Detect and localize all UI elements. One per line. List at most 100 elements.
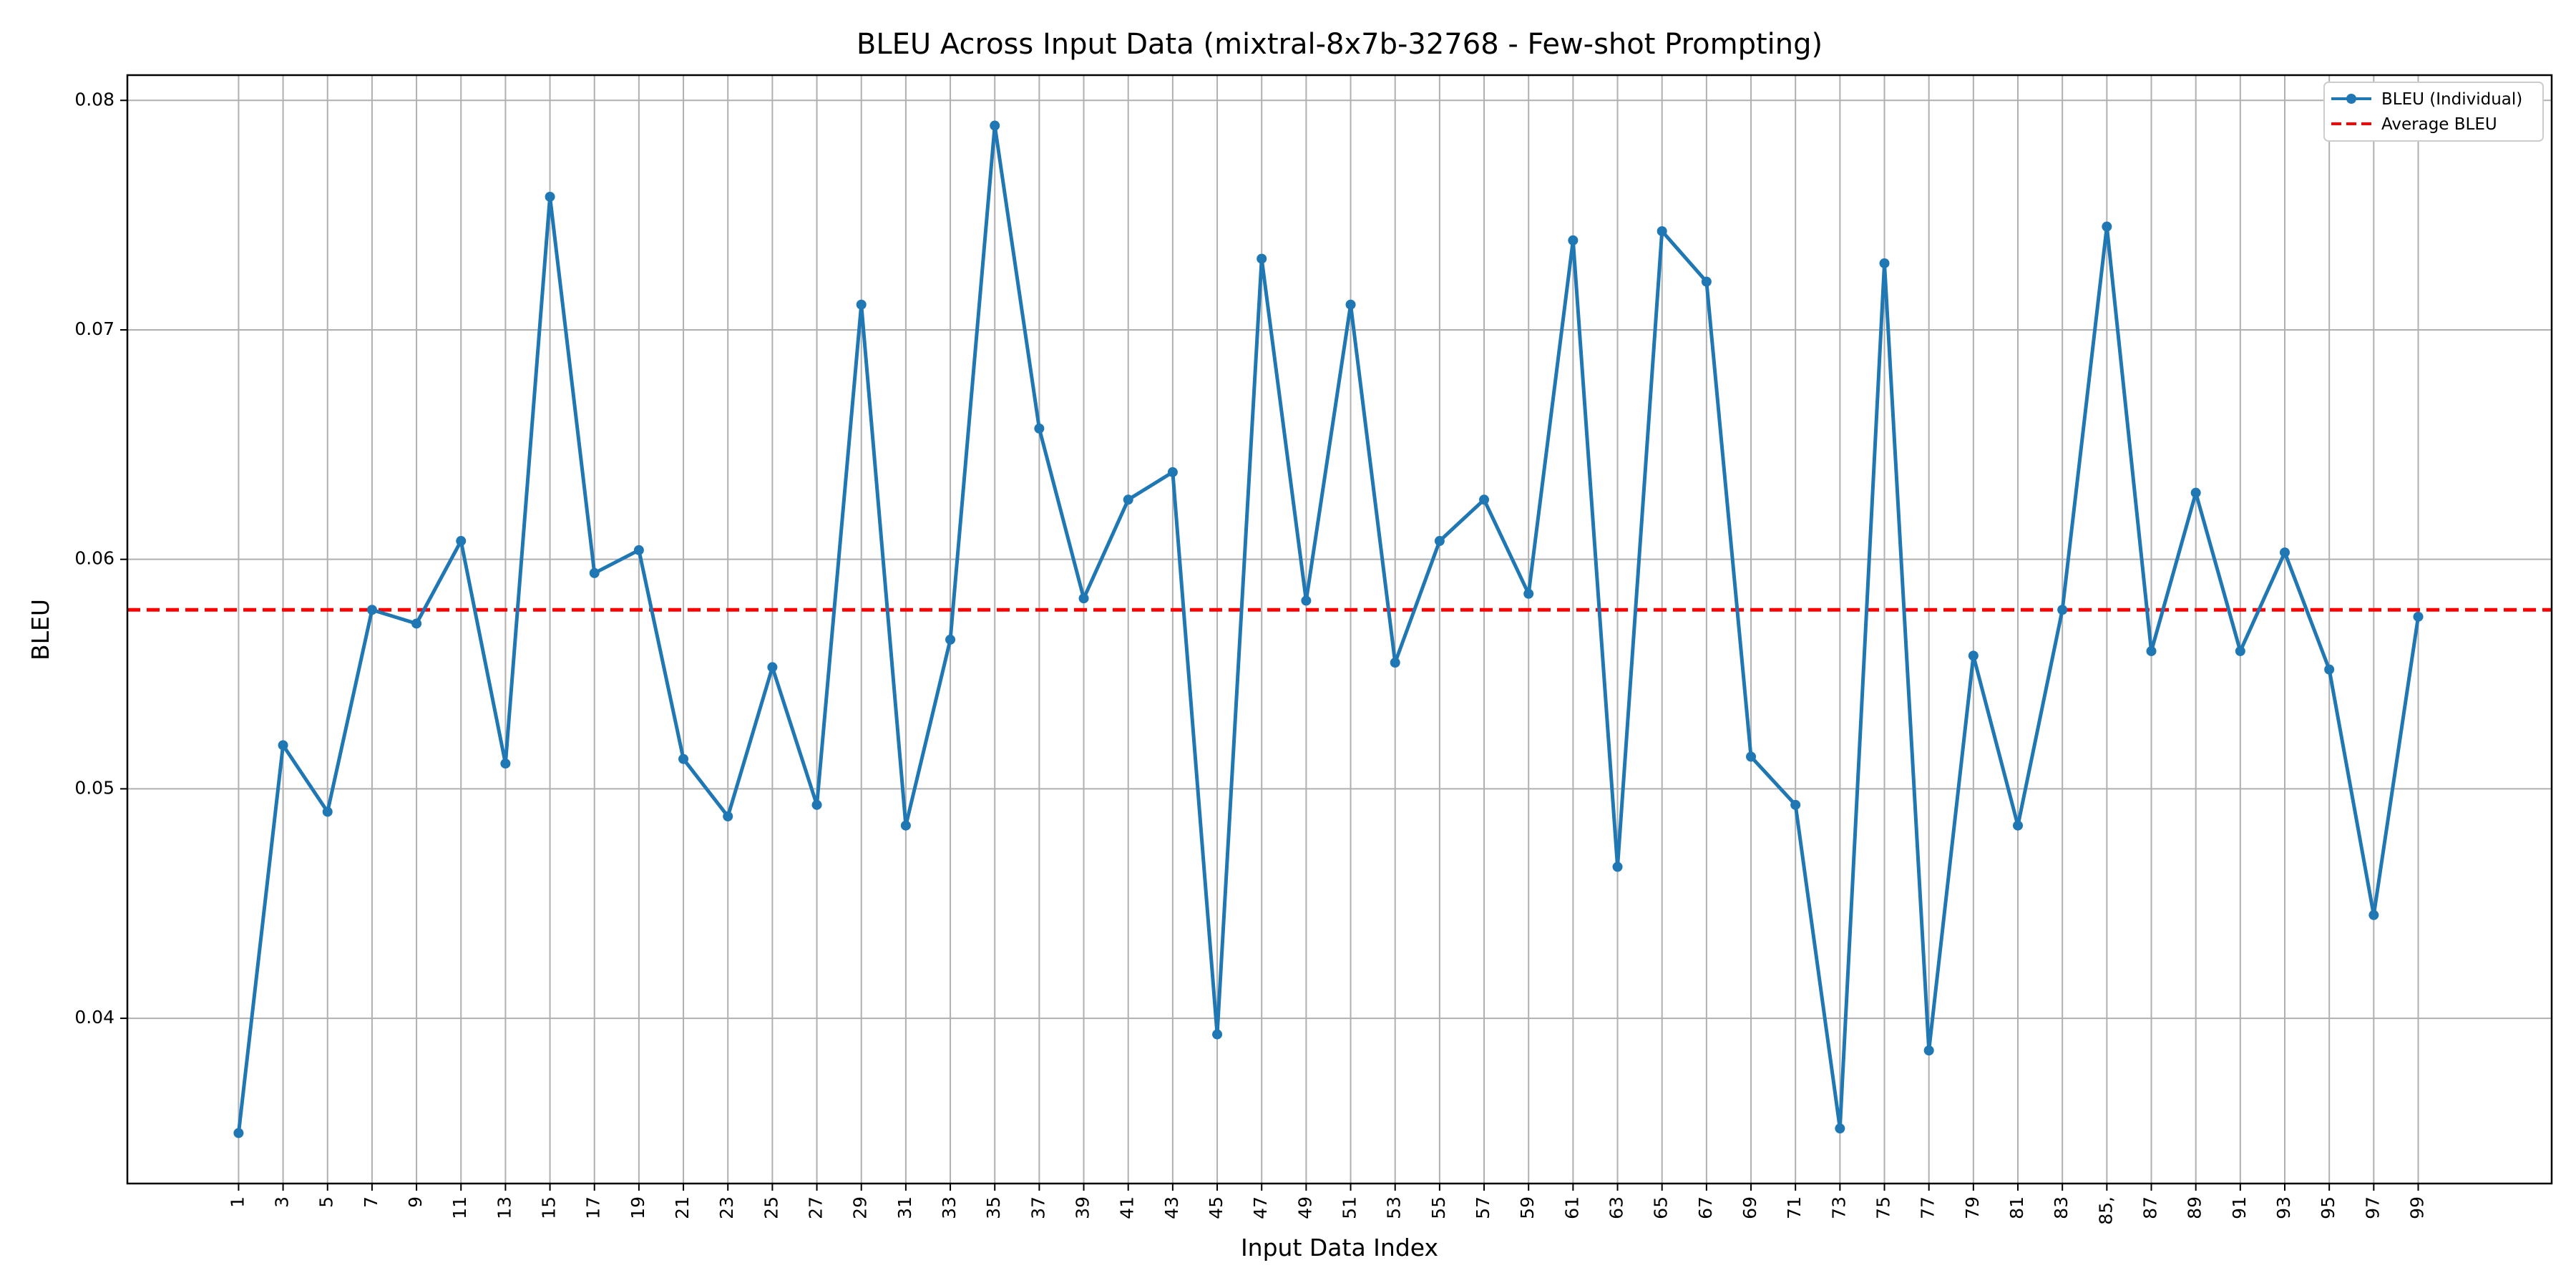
y-tick-label: 0.06 (74, 548, 114, 569)
x-tick-label: 93 (2273, 1196, 2294, 1219)
bleu-data-point (1345, 299, 1356, 310)
bleu-data-point (456, 536, 467, 547)
bleu-data-point (2413, 611, 2424, 622)
bleu-data-point (2146, 645, 2157, 656)
bleu-data-point (633, 545, 644, 555)
bleu-data-point (1167, 467, 1178, 477)
y-axis-label: BLEU (26, 599, 54, 660)
bleu-data-point (2190, 487, 2201, 498)
bleu-data-point (1301, 595, 1312, 606)
bleu-data-point (1923, 1045, 1934, 1055)
y-tick-label: 0.07 (74, 318, 114, 339)
bleu-data-point (1523, 588, 1534, 599)
bleu-data-point (945, 634, 956, 645)
bleu-data-point (545, 191, 555, 202)
bleu-data-point (1257, 253, 1267, 264)
x-tick-label: 63 (1606, 1196, 1627, 1219)
x-tick-label: 13 (494, 1196, 514, 1219)
x-tick-label: 85, (2095, 1196, 2116, 1225)
x-tick-label: 29 (850, 1196, 871, 1219)
bleu-series-line (236, 124, 2420, 1133)
x-tick-label: 11 (449, 1196, 470, 1219)
x-tick-label: 31 (894, 1196, 915, 1219)
y-gridlines (127, 99, 2552, 1020)
bleu-data-point (1879, 258, 1890, 268)
bleu-data-point (322, 806, 333, 817)
bleu-data-point (1034, 423, 1045, 434)
x-tick-label: 73 (1828, 1196, 1849, 1219)
x-tick-label: 87 (2140, 1196, 2161, 1219)
plot-background (127, 75, 2552, 1184)
x-tick-label: 97 (2362, 1196, 2383, 1219)
bleu-data-point (2013, 820, 2024, 831)
legend-box (2323, 82, 2544, 142)
x-tick-label: 1 (227, 1196, 248, 1208)
bleu-data-point (1835, 1123, 1845, 1134)
bleu-data-point (1701, 276, 1712, 287)
bleu-data-point (1078, 593, 1089, 604)
x-tick-label: 81 (2006, 1196, 2027, 1219)
x-tick-label: 21 (672, 1196, 693, 1219)
bleu-data-point (767, 662, 778, 673)
bleu-data-point (1612, 862, 1623, 872)
x-tick-label: 5 (316, 1196, 337, 1208)
x-tick-label: 9 (405, 1196, 426, 1208)
x-tick-label: 69 (1740, 1196, 1760, 1219)
bleu-data-point (811, 799, 822, 810)
x-tick-label: 53 (1384, 1196, 1405, 1219)
bleu-data-point (678, 753, 689, 764)
x-tick-label: 15 (539, 1196, 560, 1219)
x-tick-label: 59 (1517, 1196, 1538, 1219)
x-tick-label: 43 (1161, 1196, 1182, 1219)
bleu-data-point (1657, 226, 1667, 237)
x-tick-label: 71 (1784, 1196, 1805, 1219)
x-tick-label: 3 (272, 1196, 293, 1208)
legend: BLEU (Individual) Average BLEU (2323, 82, 2544, 142)
bleu-data-point (2368, 909, 2379, 920)
bleu-data-point (500, 758, 511, 769)
bleu-data-point (366, 605, 377, 615)
plot-frame (126, 74, 2553, 1185)
bleu-data-point (1123, 494, 1133, 505)
bleu-data-point (1212, 1029, 1223, 1040)
bleu-data-point (2057, 605, 2068, 615)
x-tick-label: 49 (1294, 1196, 1315, 1219)
x-axis-ticks: 1 3 5 7 9 11 13 15 17 19 21 23 25 27 29 31 33 35 37 39 41 43 4… (227, 1184, 2428, 1225)
bleu-data-point (1434, 536, 1445, 547)
x-tick-label: 33 (939, 1196, 960, 1219)
plot-area (126, 74, 2553, 1185)
x-tick-label: 35 (983, 1196, 1004, 1219)
legend-bleu-marker (2346, 94, 2356, 104)
legend-bleu-label: BLEU (Individual) (2381, 90, 2522, 109)
bleu-data-point (2324, 664, 2335, 675)
bleu-data-point (990, 120, 1000, 131)
x-tick-label: 45 (1206, 1196, 1226, 1219)
bleu-data-point (1790, 799, 1801, 810)
x-tick-label: 47 (1250, 1196, 1271, 1219)
x-tick-label: 61 (1561, 1196, 1582, 1219)
bleu-data-point (900, 820, 911, 831)
x-tick-label: 95 (2318, 1196, 2338, 1219)
x-tick-label: 67 (1695, 1196, 1716, 1219)
legend-average-label: Average BLEU (2381, 115, 2497, 134)
x-tick-label: 75 (1873, 1196, 1894, 1219)
x-tick-label: 37 (1028, 1196, 1048, 1219)
x-tick-label: 83 (2051, 1196, 2072, 1219)
x-tick-label: 17 (583, 1196, 604, 1219)
bleu-data-point (589, 567, 600, 578)
x-gridlines (238, 75, 2419, 1184)
x-tick-label: 7 (361, 1196, 381, 1208)
bleu-data-point (1568, 235, 1579, 245)
x-tick-label: 41 (1117, 1196, 1138, 1219)
x-tick-label: 99 (2407, 1196, 2428, 1219)
x-tick-label: 55 (1428, 1196, 1449, 1219)
bleu-data-point (2102, 221, 2112, 232)
x-axis-label: Input Data Index (1241, 1234, 1438, 1262)
x-tick-label: 77 (1918, 1196, 1938, 1219)
chart-title: BLEU Across Input Data (mixtral-8x7b-327… (857, 28, 1823, 61)
y-tick-label: 0.05 (74, 777, 114, 798)
bleu-data-point (1746, 751, 1757, 762)
bleu-data-point (278, 740, 288, 751)
x-tick-label: 65 (1651, 1196, 1672, 1219)
